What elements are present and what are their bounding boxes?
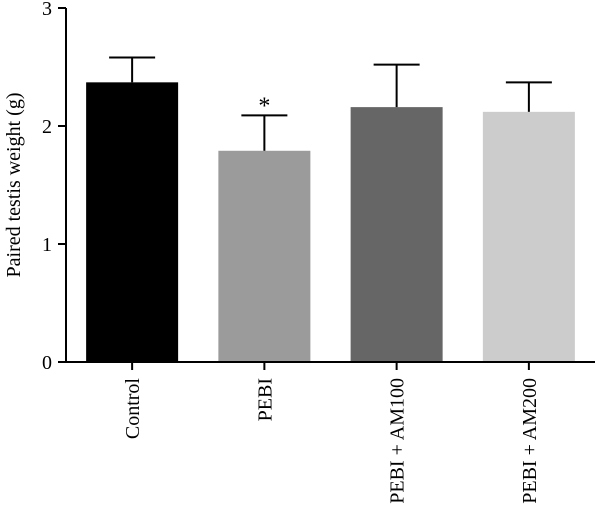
y-tick-label: 2 bbox=[42, 116, 52, 138]
x-category-label: PEBI + AM200 bbox=[519, 378, 541, 504]
bar bbox=[86, 82, 179, 362]
error-bars bbox=[109, 56, 552, 151]
bar bbox=[482, 111, 575, 362]
y-tick-label: 3 bbox=[42, 0, 52, 20]
significance-annotations: * bbox=[258, 93, 270, 119]
x-category-label: PEBI bbox=[254, 378, 276, 421]
y-tick-label: 0 bbox=[42, 352, 52, 374]
bar bbox=[218, 150, 311, 362]
bars bbox=[86, 82, 575, 363]
significance-asterisk: * bbox=[258, 93, 270, 119]
x-category-label: Control bbox=[122, 378, 144, 440]
x-axis: Control PEBI PEBI + AM100 PEBI + AM200 bbox=[65, 361, 595, 504]
bar bbox=[350, 107, 443, 363]
y-axis-title: Paired testis weight (g) bbox=[3, 93, 25, 278]
y-axis: 0 1 2 3 bbox=[42, 0, 67, 374]
x-category-label: PEBI + AM100 bbox=[387, 378, 409, 504]
y-tick-label: 1 bbox=[42, 234, 52, 256]
